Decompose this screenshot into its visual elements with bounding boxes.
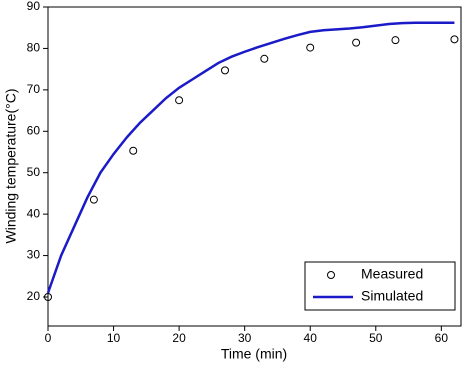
y-tick-label: 20 (27, 289, 41, 303)
marker (260, 54, 269, 63)
marker (89, 195, 98, 204)
y-tick-label: 90 (27, 0, 41, 13)
y-tick-label: 70 (27, 82, 41, 96)
marker (44, 293, 52, 301)
x-tick-label: 30 (238, 331, 252, 345)
y-tick-label: 60 (27, 123, 41, 137)
marker (175, 96, 184, 105)
marker (352, 38, 361, 47)
marker (129, 146, 138, 155)
y-tick-label: 40 (27, 206, 41, 220)
marker (306, 43, 315, 52)
line (46, 21, 455, 294)
x-tick-label: 20 (172, 331, 186, 345)
marker (450, 35, 459, 44)
x-tick-label: 60 (435, 331, 449, 345)
plot-frame (47, 6, 462, 327)
marker (221, 66, 229, 75)
y-axis-title: Winding temperature(°C) (3, 89, 19, 244)
x-tick-label: 0 (45, 331, 52, 345)
y-tick-label: 50 (27, 165, 41, 179)
legend-label: Simulated (361, 288, 423, 304)
y-tick-label: 30 (27, 248, 41, 262)
marker (391, 36, 400, 45)
x-tick-label: 10 (107, 331, 121, 345)
x-axis-title: Time (min) (221, 346, 287, 362)
y-tick-label: 80 (27, 41, 41, 55)
x-tick-label: 50 (369, 331, 383, 345)
legend-box (304, 261, 456, 311)
legend-marker (327, 271, 335, 279)
legend-label: Measured (361, 266, 423, 282)
x-tick-label: 40 (304, 331, 318, 345)
